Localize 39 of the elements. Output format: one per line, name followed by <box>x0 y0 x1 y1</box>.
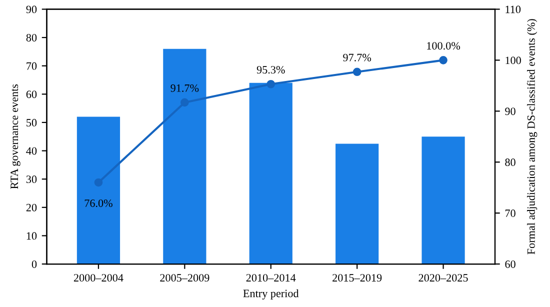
x-tick-label: 2000–2004 <box>74 274 124 282</box>
bar <box>163 48 206 264</box>
y-tick-label: 30 <box>26 176 37 184</box>
bar <box>336 144 379 264</box>
x-axis-title: Entry period <box>243 289 299 300</box>
y-tick-label: 60 <box>26 90 37 98</box>
point <box>439 56 448 64</box>
y2-tick-label: 60 <box>505 260 516 268</box>
y-tick-label: 80 <box>26 34 37 42</box>
data-label: 91.7% <box>170 84 199 92</box>
y2-tick-label: 70 <box>505 210 516 218</box>
data-label: 100.0% <box>427 42 460 50</box>
data-label: 97.7% <box>343 54 372 62</box>
point <box>94 178 103 187</box>
x-tick-label: 2020–2025 <box>418 274 468 282</box>
data-label: 95.3% <box>256 66 285 74</box>
x-tick-label: 2005–2009 <box>160 274 210 282</box>
y-axis-title: RTA governance events <box>10 84 20 189</box>
y-tick-label: 20 <box>26 204 37 212</box>
bar <box>76 116 120 264</box>
y-tick-label: 90 <box>26 6 37 14</box>
point <box>266 80 276 88</box>
y-tick-label: 40 <box>26 147 37 155</box>
bar <box>249 82 292 264</box>
y-tick-label: 70 <box>26 62 37 70</box>
point <box>180 98 189 107</box>
y-tick-label: 10 <box>26 232 37 240</box>
y2-tick-label: 90 <box>505 108 516 116</box>
x-tick-label: 2015–2019 <box>332 274 382 282</box>
bar <box>422 136 465 264</box>
data-label: 76.0% <box>84 199 112 208</box>
y2-axis-title: Formal adjudication among DS-classified events (%) <box>526 19 538 254</box>
x-tick-label: 2010–2014 <box>246 274 296 282</box>
y-tick-label: 0 <box>32 260 37 268</box>
y2-tick-label: 80 <box>505 158 516 166</box>
y-tick-label: 50 <box>26 118 37 126</box>
y2-tick-label: 110 <box>506 6 521 14</box>
y2-tick-label: 100 <box>506 56 521 64</box>
point <box>352 68 362 76</box>
